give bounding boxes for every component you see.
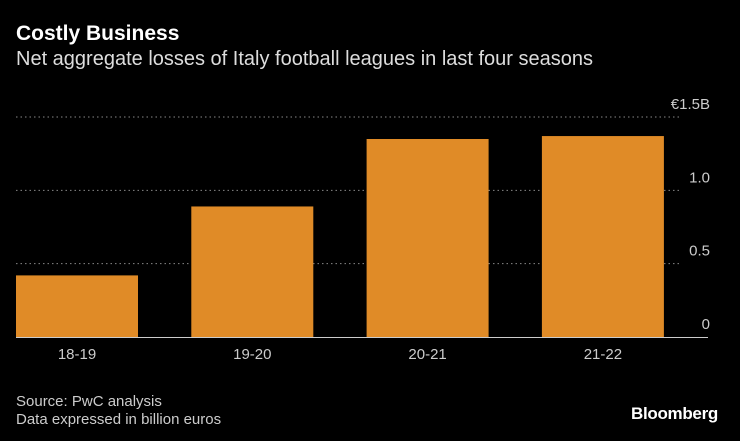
- bar-20-21: [366, 139, 489, 337]
- chart-title: Costly Business: [16, 22, 180, 45]
- chart-subtitle: Net aggregate losses of Italy football l…: [16, 48, 594, 70]
- bar-19-20: [191, 206, 314, 337]
- y-tick-label: €1.5B: [671, 96, 710, 113]
- bar-21-22: [541, 136, 664, 337]
- bar-18-19: [16, 275, 138, 337]
- y-tick-label: 1.0: [689, 169, 710, 186]
- source-text: Source: PwC analysis: [16, 393, 162, 410]
- footer-notes: Source: PwC analysis Data expressed in b…: [16, 393, 221, 429]
- x-tick-label: 18-19: [58, 346, 96, 363]
- y-tick-label: 0: [702, 316, 710, 333]
- x-tick-label: 19-20: [233, 346, 271, 363]
- y-tick-label: 0.5: [689, 243, 710, 260]
- x-tick-label: 20-21: [408, 346, 446, 363]
- note-text: Data expressed in billion euros: [16, 411, 222, 428]
- bloomberg-logo: Bloomberg: [630, 404, 718, 423]
- x-tick-label: 21-22: [584, 346, 622, 363]
